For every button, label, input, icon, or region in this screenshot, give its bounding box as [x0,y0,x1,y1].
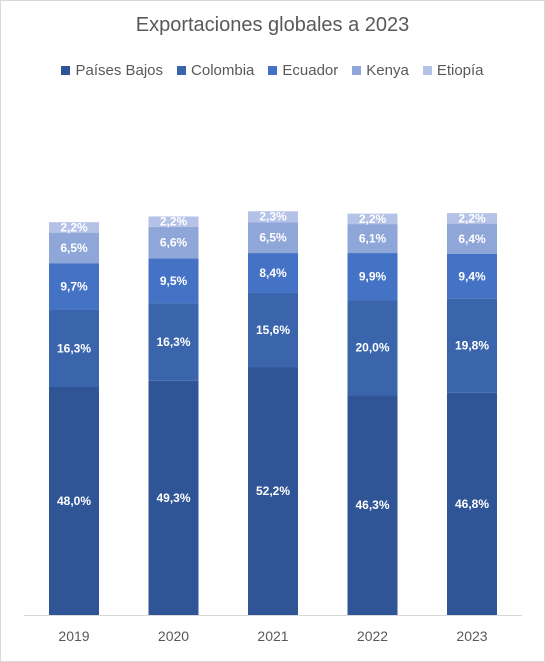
bar-segment [248,367,298,615]
bar-segment [148,226,199,259]
bar-segment [49,387,99,615]
data-label: 15,6% [256,323,290,337]
bar-segment [347,253,398,301]
bar-segment [347,224,398,254]
chart-legend: Países Bajos Colombia Ecuador Kenya Etiopía [0,62,545,79]
x-tick-label: 2019 [58,628,89,644]
bar-segment [248,222,298,254]
legend-item-1: Colombia [177,62,254,79]
legend-swatch [61,66,71,75]
bar-segment [148,258,199,304]
legend-label: Ecuador [282,62,339,79]
bar-segment [447,254,497,299]
data-label: 2,2% [160,215,188,229]
bar-segment [347,213,398,225]
data-label: 16,3% [156,335,190,349]
data-label: 9,9% [359,270,387,284]
data-label: 52,2% [256,484,290,498]
data-label: 49,3% [156,491,190,505]
data-label: 19,8% [455,339,489,353]
legend-item-4: Etiopía [422,62,484,79]
data-label: 6,4% [458,232,486,246]
data-label: 6,5% [259,231,287,245]
legend-label: Países Bajos [75,62,164,79]
legend-item-0: Países Bajos [61,62,163,79]
data-label: 9,4% [458,269,486,283]
bar-segment [148,380,199,615]
bar-segment [347,395,398,615]
data-label: 2,2% [60,220,88,234]
legend-swatch [352,66,362,75]
data-label: 2,2% [359,212,387,226]
chart-title: Exportaciones globales a 2023 [135,14,410,36]
bar-segment [49,232,99,264]
data-label: 2,3% [259,210,287,224]
data-label: 6,6% [160,236,188,250]
bar-segment [447,223,497,254]
bar-segment [447,298,497,393]
bar-segment [447,392,497,615]
data-label: 46,3% [355,498,389,512]
data-label: 20,0% [355,341,389,355]
bar-segment [49,263,99,310]
legend-item-2: Ecuador [268,62,338,79]
bar-segment [248,253,298,293]
bar-segment [248,292,298,368]
bar-segment [447,213,497,224]
legend-item-3: Kenya [352,62,409,79]
data-label: 16,3% [57,341,91,355]
x-tick-label: 2020 [158,628,189,644]
x-tick-label: 2023 [456,628,487,644]
data-label: 6,1% [359,232,387,246]
data-label: 48,0% [57,494,91,508]
bar-segment [248,211,298,223]
data-label: 9,5% [160,274,188,288]
x-tick-label: 2021 [257,628,288,644]
data-label: 46,8% [455,497,489,511]
legend-label: Colombia [191,62,255,79]
bar-segment [148,303,199,381]
x-tick-label: 2022 [357,628,388,644]
bar-segment [148,216,199,227]
bar-segment [49,309,99,387]
legend-label: Kenya [366,62,409,79]
data-label: 6,5% [60,241,88,255]
legend-label: Etiopía [436,62,484,79]
legend-swatch [177,66,187,75]
data-label: 2,2% [458,211,486,225]
data-label: 8,4% [259,266,287,280]
bar-segment [347,300,398,396]
data-label: 9,7% [60,280,88,294]
legend-swatch [422,66,432,75]
bar-segment [49,222,99,233]
legend-swatch [268,66,278,75]
